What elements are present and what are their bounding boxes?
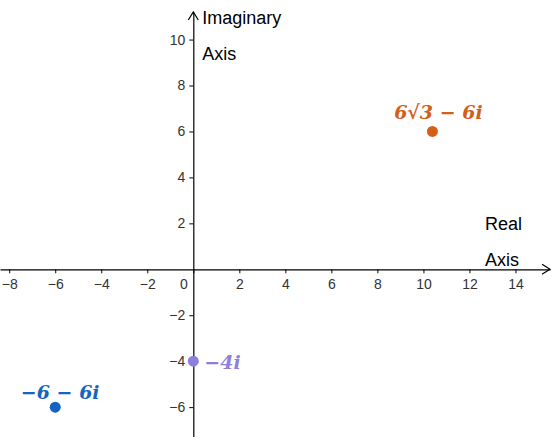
x-axis: −8 −6 −4 −2 0 2 4 6 8 10 12 14	[1, 269, 551, 292]
x-tick-mark	[9, 269, 10, 273]
x-tick: −8	[2, 269, 18, 292]
x-tick-mark	[285, 269, 286, 273]
x-tick-label: −2	[140, 276, 156, 292]
point-label: −4i	[204, 351, 240, 373]
chart: −8 −6 −4 −2 0 2 4 6 8 10 12 14 −6 −4 −2 2 4 6 8 10 Imaginary…	[0, 0, 555, 437]
y-tick: −6	[169, 399, 193, 415]
y-tick: 4	[178, 169, 194, 185]
point	[50, 402, 61, 413]
x-tick-mark	[423, 269, 424, 273]
y-axis-line	[193, 13, 194, 437]
x-tick: 6	[328, 269, 336, 292]
y-tick-mark	[189, 407, 193, 408]
y-tick-label: 8	[178, 77, 186, 93]
point-label: −6 − 6i	[21, 381, 100, 403]
y-tick-label: −4	[169, 353, 185, 369]
y-tick-label: 4	[178, 169, 186, 185]
x-tick: 12	[462, 269, 478, 292]
x-tick: 14	[508, 269, 524, 292]
x-tick-mark	[331, 269, 332, 273]
point	[427, 126, 438, 137]
x-tick: 0	[180, 269, 194, 292]
y-tick-mark	[189, 315, 193, 316]
y-tick: 6	[178, 123, 194, 139]
x-tick-label: 14	[508, 276, 524, 292]
point	[188, 356, 199, 367]
y-tick-label: 10	[170, 32, 186, 48]
y-tick-mark	[189, 177, 193, 178]
x-tick-label: −8	[2, 276, 18, 292]
x-axis-line	[1, 269, 551, 270]
x-tick: 10	[416, 269, 432, 292]
x-tick-label: 0	[180, 276, 188, 292]
x-tick-label: 4	[282, 276, 290, 292]
x-tick-label: −6	[48, 276, 64, 292]
x-tick: 8	[374, 269, 382, 292]
x-arrow	[542, 264, 550, 274]
y-tick-mark	[189, 131, 193, 132]
x-tick-label: 8	[374, 276, 382, 292]
x-tick-label: 6	[328, 276, 336, 292]
y-tick: 8	[178, 77, 194, 93]
x-tick-mark	[101, 269, 102, 273]
x-tick-label: −4	[94, 276, 110, 292]
x-tick-mark	[377, 269, 378, 273]
x-tick: 4	[282, 269, 290, 292]
y-tick-label: 6	[178, 123, 186, 139]
x-tick-label: 2	[236, 276, 244, 292]
x-tick: −4	[94, 269, 110, 292]
y-tick: 10	[170, 32, 194, 48]
x-tick: 2	[236, 269, 244, 292]
x-tick: −6	[48, 269, 64, 292]
x-tick-label: 12	[462, 276, 478, 292]
x-tick-mark	[147, 269, 148, 273]
y-tick-mark	[189, 223, 193, 224]
x-tick-label: 10	[416, 276, 432, 292]
y-tick-label: 2	[178, 215, 186, 231]
x-tick-mark	[469, 269, 470, 273]
x-tick: −2	[140, 269, 156, 292]
points	[50, 126, 438, 413]
y-tick-mark	[189, 86, 193, 87]
point-label: 6√3 − 6i	[394, 101, 483, 123]
y-tick-label: −6	[169, 399, 185, 415]
x-axis-title: RealAxis	[485, 214, 522, 270]
y-tick: −2	[169, 307, 193, 323]
y-tick-label: −2	[169, 307, 185, 323]
x-tick-mark	[55, 269, 56, 273]
x-tick-mark	[239, 269, 240, 273]
y-tick: 2	[178, 215, 194, 231]
y-axis-title: ImaginaryAxis	[202, 8, 281, 64]
y-axis: −6 −4 −2 2 4 6 8 10	[169, 13, 193, 437]
y-tick-mark	[189, 40, 193, 41]
y-arrow	[188, 12, 198, 20]
